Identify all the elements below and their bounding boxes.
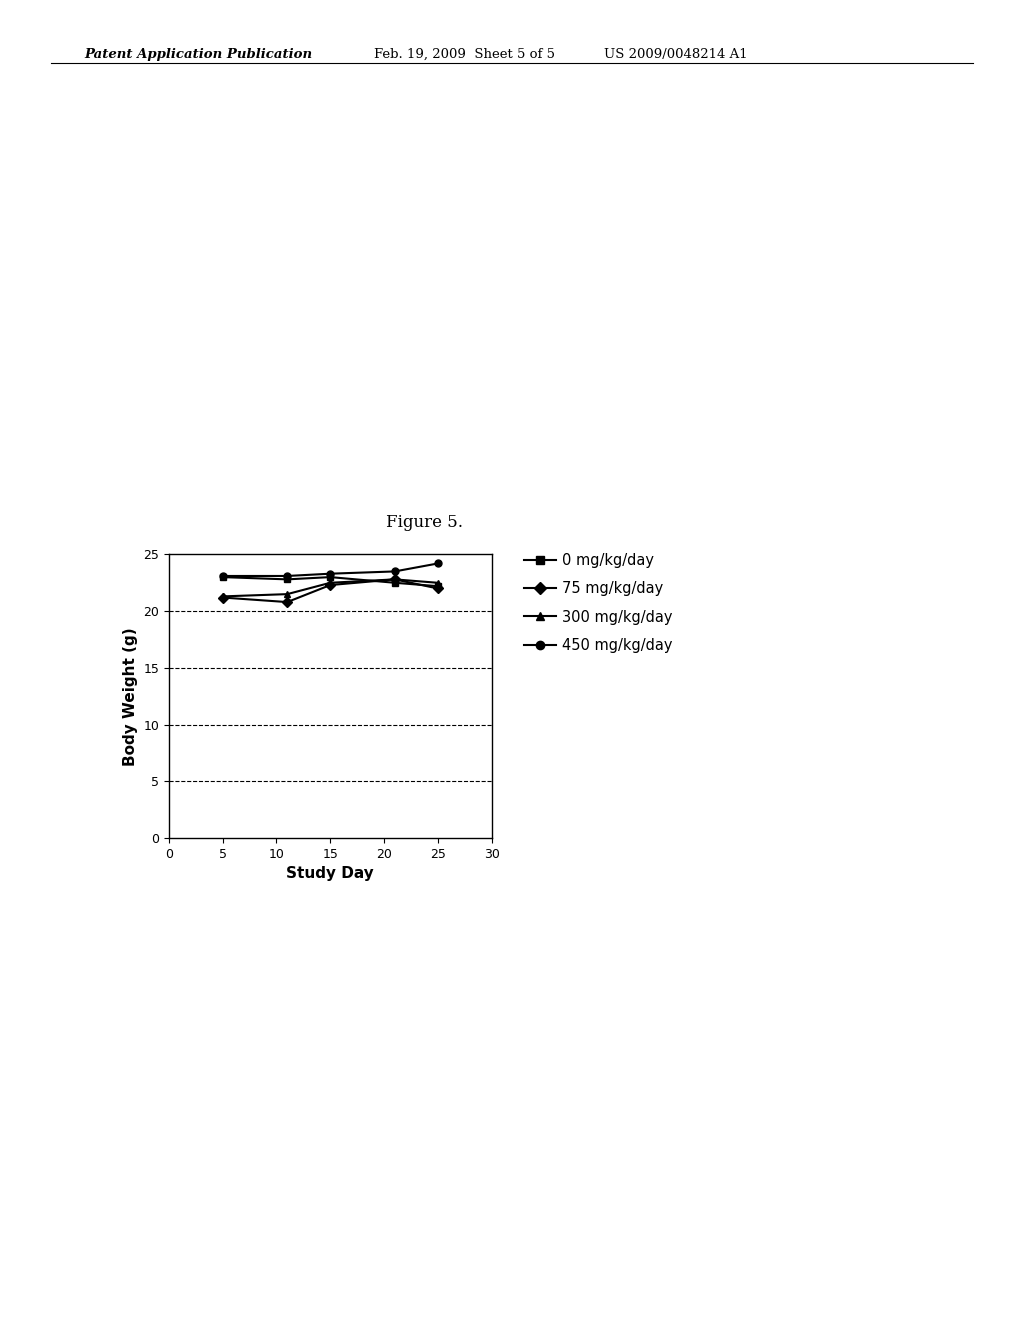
Text: US 2009/0048214 A1: US 2009/0048214 A1 bbox=[604, 48, 748, 61]
Legend: 0 mg/kg/day, 75 mg/kg/day, 300 mg/kg/day, 450 mg/kg/day: 0 mg/kg/day, 75 mg/kg/day, 300 mg/kg/day… bbox=[518, 548, 678, 659]
Text: Patent Application Publication: Patent Application Publication bbox=[84, 48, 312, 61]
Text: Figure 5.: Figure 5. bbox=[386, 513, 464, 531]
X-axis label: Study Day: Study Day bbox=[287, 866, 374, 882]
Text: Feb. 19, 2009  Sheet 5 of 5: Feb. 19, 2009 Sheet 5 of 5 bbox=[374, 48, 555, 61]
Y-axis label: Body Weight (g): Body Weight (g) bbox=[123, 627, 138, 766]
